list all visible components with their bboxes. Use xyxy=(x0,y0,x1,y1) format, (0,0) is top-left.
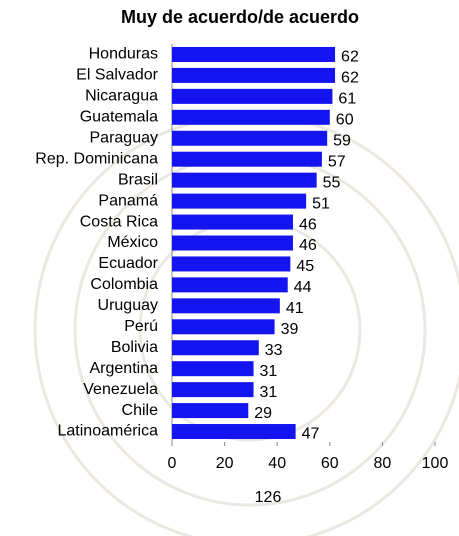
bar xyxy=(172,172,317,188)
annotation: 126 xyxy=(255,489,282,506)
x-tick-label: 20 xyxy=(216,455,234,472)
bar xyxy=(172,361,254,377)
bar xyxy=(172,256,291,272)
value-label: 33 xyxy=(265,342,283,359)
bar xyxy=(172,193,307,209)
y-tick-label: Perú xyxy=(124,318,158,335)
y-tick-label: Bolivia xyxy=(111,339,158,356)
value-label: 46 xyxy=(299,237,317,254)
chart-title: Muy de acuerdo/de acuerdo xyxy=(121,7,359,27)
value-label: 59 xyxy=(333,132,351,149)
y-tick-label: Brasil xyxy=(118,171,158,188)
bar xyxy=(172,424,296,440)
x-tick-label: 100 xyxy=(422,455,449,472)
value-label: 41 xyxy=(286,300,304,317)
bar xyxy=(172,277,288,293)
y-tick-label: Rep. Dominicana xyxy=(35,150,158,167)
bar xyxy=(172,403,249,419)
y-tick-label: Nicaragua xyxy=(85,88,158,105)
y-tick-label: Panamá xyxy=(98,192,158,209)
value-label: 62 xyxy=(341,49,359,66)
y-tick-label: Uruguay xyxy=(98,297,158,314)
y-tick-label: Costa Rica xyxy=(80,213,158,230)
y-tick-label: Honduras xyxy=(89,46,158,63)
x-tick-label: 60 xyxy=(321,455,339,472)
x-tick-label: 0 xyxy=(168,455,177,472)
bar xyxy=(172,109,330,125)
y-tick-label: Colombia xyxy=(90,276,158,293)
bar xyxy=(172,67,336,83)
value-label: 55 xyxy=(323,174,341,191)
value-label: 44 xyxy=(294,279,312,296)
bar xyxy=(172,130,328,146)
y-tick-label: Paraguay xyxy=(90,129,159,146)
bar xyxy=(172,151,322,167)
x-tick-label: 80 xyxy=(374,455,392,472)
y-tick-label: El Salvador xyxy=(76,67,158,84)
value-label: 61 xyxy=(338,91,356,108)
value-label: 39 xyxy=(281,321,299,338)
value-label: 31 xyxy=(260,363,278,380)
value-label: 29 xyxy=(254,405,272,422)
bar xyxy=(172,214,293,230)
y-tick-label: Chile xyxy=(122,402,159,419)
value-label: 62 xyxy=(341,70,359,87)
bar xyxy=(172,235,293,251)
y-tick-label: Ecuador xyxy=(98,255,158,272)
bar xyxy=(172,88,333,104)
bar xyxy=(172,298,280,314)
y-tick-label: Venezuela xyxy=(83,381,158,398)
bar xyxy=(172,382,254,398)
value-label: 57 xyxy=(328,153,346,170)
value-label: 31 xyxy=(260,384,278,401)
value-label: 60 xyxy=(336,112,354,129)
value-label: 51 xyxy=(312,195,330,212)
x-tick-label: 40 xyxy=(268,455,286,472)
bar xyxy=(172,340,259,356)
y-tick-label: Guatemala xyxy=(80,109,158,126)
y-tick-label: Argentina xyxy=(90,360,159,377)
value-label: 47 xyxy=(302,426,320,443)
y-tick-label: Latinoamérica xyxy=(58,423,159,440)
bar xyxy=(172,319,275,335)
value-label: 46 xyxy=(299,216,317,233)
bar xyxy=(172,46,336,62)
value-label: 45 xyxy=(296,258,314,275)
y-tick-label: México xyxy=(107,234,158,251)
